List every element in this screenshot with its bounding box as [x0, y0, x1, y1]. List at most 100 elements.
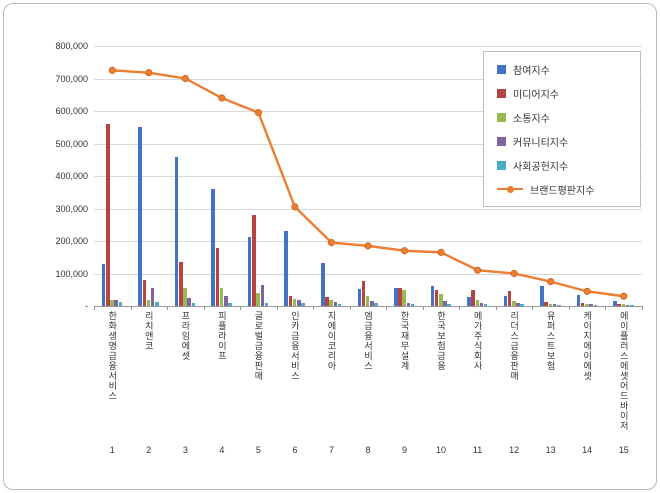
category-number: 4 [219, 445, 225, 455]
line-marker [108, 66, 116, 74]
bar-참여지수 [613, 300, 617, 306]
legend-line-marker [507, 185, 514, 193]
bar-커뮤니티지수 [406, 302, 411, 306]
bar-미디어지수 [288, 295, 293, 306]
bar-미디어지수 [434, 290, 439, 306]
legend-swatch [497, 136, 506, 146]
legend-line-swatch [497, 185, 523, 193]
bar-사회공헌지수 [630, 305, 634, 306]
bar-참여지수 [394, 288, 398, 306]
bar-미디어지수 [252, 215, 256, 306]
x-axis-tick [313, 306, 315, 310]
bar-커뮤니티지수 [150, 288, 155, 306]
bar-사회공헌지수 [191, 303, 196, 306]
line-marker [437, 248, 445, 256]
line-marker [547, 278, 555, 286]
bar-사회공헌지수 [593, 305, 598, 306]
gridline [94, 208, 642, 210]
category-label: 리더스금융판매 [509, 311, 520, 381]
legend-item: 미디어지수 [488, 81, 636, 105]
bar-사회공헌지수 [155, 302, 159, 306]
bar-소통지수 [110, 299, 114, 306]
category-label: 리치앤코 [143, 311, 154, 351]
bar-소통지수 [548, 304, 553, 306]
legend-label: 미디어지수 [513, 89, 559, 101]
line-marker [145, 69, 153, 77]
gridline [94, 46, 642, 47]
legend-item: 브랜드평판지수 [488, 177, 636, 201]
category-label: 프라임에셋 [180, 311, 191, 361]
gridline [94, 143, 642, 145]
line-marker [400, 247, 409, 255]
category-number: 6 [292, 445, 298, 455]
line-marker [583, 287, 591, 295]
bar-참여지수 [540, 285, 544, 306]
x-axis-tick [495, 306, 497, 310]
bar-사회공헌지수 [483, 304, 488, 306]
line-marker [510, 269, 518, 278]
bar-미디어지수 [398, 288, 402, 306]
y-axis-tick-label: 600,000 [55, 106, 88, 116]
bar-커뮤니티지수 [297, 300, 301, 306]
plot-area [94, 46, 642, 306]
legend-swatch [497, 64, 506, 74]
category-number: 1 [109, 445, 115, 455]
line-marker [181, 74, 189, 83]
bar-미디어지수 [142, 280, 147, 306]
bar-미디어지수 [215, 247, 220, 306]
bar-사회공헌지수 [301, 302, 305, 306]
bar-참여지수 [211, 189, 215, 306]
bar-참여지수 [357, 289, 362, 306]
gridline [94, 176, 642, 177]
bar-소통지수 [292, 298, 297, 306]
category-number: 14 [582, 445, 593, 455]
y-axis-tick-label: 300,000 [55, 203, 88, 214]
category-label: 지에이코리아 [326, 311, 337, 371]
bar-소통지수 [475, 300, 480, 306]
bar-소통지수 [438, 293, 443, 306]
bar-참여지수 [284, 231, 289, 306]
bar-미디어지수 [544, 302, 548, 306]
bar-참여지수 [320, 263, 325, 306]
x-axis-tick [130, 306, 132, 310]
x-axis-line [94, 306, 643, 307]
bar-참여지수 [503, 295, 508, 306]
category-label: 메가주식회사 [472, 311, 483, 371]
x-axis-tick [167, 306, 169, 310]
bar-소통지수 [329, 299, 333, 306]
bar-참여지수 [430, 285, 435, 306]
category-number: 10 [436, 445, 447, 455]
y-axis-tick-label: - [85, 301, 88, 311]
x-axis-tick [386, 306, 388, 310]
legend-swatch [497, 112, 506, 122]
bar-참여지수 [247, 237, 252, 306]
category-label: 한국재무설계 [399, 311, 410, 371]
y-axis-tick-label: 400,000 [55, 171, 88, 181]
bar-미디어지수 [179, 262, 183, 306]
bar-사회공헌지수 [410, 304, 415, 306]
category-number: 9 [402, 445, 408, 455]
bar-커뮤니티지수 [552, 304, 557, 306]
bar-참여지수 [467, 296, 471, 306]
x-axis-tick [422, 306, 424, 310]
bar-사회공헌지수 [447, 304, 451, 306]
line-marker [218, 94, 226, 102]
line-marker [291, 203, 299, 211]
bar-커뮤니티지수 [260, 284, 265, 306]
category-number: 13 [545, 445, 556, 455]
x-axis-tick [568, 306, 570, 310]
gridline [94, 111, 642, 112]
category-label: 인카금융서비스 [289, 311, 300, 381]
bar-사회공헌지수 [118, 302, 123, 306]
bar-참여지수 [576, 294, 581, 306]
category-label: 에이플러스에셋어드바이저 [618, 311, 629, 431]
line-marker [620, 292, 628, 300]
x-axis-tick [459, 306, 461, 310]
bar-소통지수 [183, 288, 187, 306]
bar-미디어지수 [507, 291, 512, 306]
bar-참여지수 [138, 127, 142, 306]
bar-커뮤니티지수 [443, 301, 447, 306]
x-axis-tick [94, 306, 95, 310]
legend-item: 사회공헌지수 [488, 153, 636, 177]
line-marker [254, 109, 262, 117]
